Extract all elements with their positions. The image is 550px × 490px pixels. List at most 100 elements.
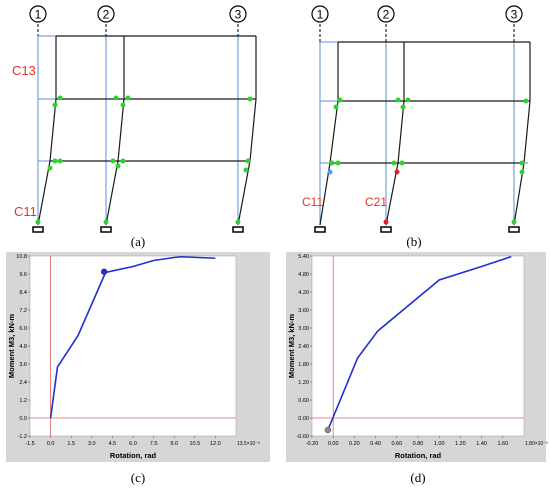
plastic-hinge — [35, 219, 41, 225]
plastic-hinge — [400, 104, 406, 110]
x-tick-label: 6.0 — [129, 441, 137, 447]
x-tick-label: 0.00 — [328, 441, 339, 447]
plastic-hinge — [120, 158, 126, 164]
plastic-hinge — [405, 97, 411, 103]
plastic-hinge — [120, 102, 126, 108]
plastic-hinge — [391, 160, 397, 166]
y-axis-label: Moment M3, kN-m — [7, 314, 16, 379]
x-tick-label: 0.0 — [47, 441, 55, 447]
x-tick-label: 0.60 — [391, 441, 402, 447]
deformed-column — [385, 42, 405, 226]
gridline-bubble — [229, 5, 247, 23]
fixed-support — [508, 226, 520, 233]
caption-d: (d) — [410, 470, 425, 485]
x-tick-label: 12.0 — [210, 441, 221, 447]
y-tick-label: 2.40 — [298, 344, 309, 350]
fixed-support — [380, 226, 392, 233]
x-axis-label: Rotation, rad — [110, 451, 157, 460]
moment-rotation-curve — [49, 255, 216, 419]
y-tick-label: 3.6 — [19, 362, 27, 368]
plastic-hinge — [329, 160, 335, 166]
plastic-hinge-red — [383, 219, 389, 225]
x-tick-label: 7.5 — [150, 441, 158, 447]
plastic-hinge — [57, 158, 63, 164]
y-tick-label: 1.20 — [298, 380, 309, 386]
gridline-bubble — [29, 5, 47, 23]
deformed-column — [513, 42, 531, 226]
series-group — [324, 255, 512, 434]
plastic-hinge — [245, 158, 251, 164]
y-tick-label: 4.8 — [19, 344, 27, 350]
plastic-hinge — [335, 160, 341, 166]
plot-area — [311, 255, 525, 437]
plastic-hinge — [519, 169, 525, 175]
plastic-hinge — [103, 219, 109, 225]
column-label-c13: C13 — [12, 63, 36, 78]
y-tick-label: -1.2 — [18, 434, 27, 440]
chart-panel-d: -0.20 0.00 0.20 0.40 0.60 0.80 1.00 1.20 1.40 1.6… — [286, 252, 548, 485]
plastic-hinge — [235, 219, 241, 225]
x-tick-label: 0.80 — [413, 441, 424, 447]
plastic-hinge — [52, 102, 58, 108]
plastic-hinge — [115, 163, 121, 169]
caption-a: (a) — [131, 234, 145, 249]
moment-rotation-curve — [327, 255, 512, 431]
y-tick-label: 1.2 — [19, 398, 27, 404]
gridline-bubble — [377, 5, 395, 23]
plastic-hinge-red — [394, 169, 400, 175]
plastic-hinge-blue — [327, 169, 333, 175]
gridline-bubble — [97, 5, 115, 23]
plastic-hinge — [333, 104, 339, 110]
current-state-marker — [100, 268, 108, 275]
fixed-support — [232, 226, 244, 233]
plastic-hinge — [399, 160, 405, 166]
y-tick-label: 3.60 — [298, 308, 309, 314]
y-tick-label: 0.60 — [298, 398, 309, 404]
deformed-column — [105, 36, 125, 226]
axes-group — [312, 256, 524, 436]
gridline-bubble — [311, 5, 329, 23]
gridline-label-2: 2 — [103, 8, 110, 22]
y-tick-label: 4.80 — [298, 272, 309, 278]
deformed-column — [237, 36, 257, 226]
x-tick-label: 1.5 — [67, 441, 75, 447]
plastic-hinge — [523, 98, 529, 104]
current-state-marker — [324, 426, 332, 434]
x-axis-label: Rotation, rad — [395, 451, 442, 460]
plastic-hinge — [47, 165, 53, 171]
deformed-column — [319, 42, 339, 226]
frame-panel-b: 1 2 3 — [302, 5, 531, 249]
tick-labels-group: -0.20 0.00 0.20 0.40 0.60 0.80 1.00 1.20 1.40 1.6… — [296, 254, 547, 447]
y-tick-label: 2.4 — [19, 380, 27, 386]
column-label-c11: C11 — [14, 204, 37, 219]
y-tick-label: -0.60 — [296, 434, 309, 440]
plastic-hinge — [110, 158, 116, 164]
gridline-label-3: 3 — [511, 8, 518, 22]
y-tick-label: 0.0 — [19, 416, 27, 422]
x-exponent-label: 1.80×10⁻³ — [525, 441, 548, 447]
x-tick-label: -1.5 — [25, 441, 34, 447]
plastic-hinge — [243, 167, 249, 173]
x-tick-label: 10.5 — [189, 441, 200, 447]
y-tick-label: 10.8 — [16, 254, 27, 260]
x-tick-label: 4.5 — [109, 441, 117, 447]
y-tick-label: 3.00 — [298, 326, 309, 332]
x-tick-label: 1.20 — [455, 441, 466, 447]
x-tick-label: 0.40 — [370, 441, 381, 447]
tick-labels-group: -1.5 0.0 1.5 3.0 4.5 6.0 7.5 9.0 10.5 12.0 13.5×10… — [16, 254, 260, 447]
fixed-support — [314, 226, 326, 233]
gridline-label-1: 1 — [317, 8, 324, 22]
plastic-hinge — [57, 95, 63, 101]
gridline-label-1: 1 — [35, 8, 42, 22]
axes-group — [30, 256, 236, 436]
y-tick-label: 0.00 — [298, 416, 309, 422]
x-exponent-label: 13.5×10⁻³ — [237, 441, 260, 447]
fixed-support — [100, 226, 112, 233]
plot-area — [29, 255, 237, 437]
y-tick-label: 5.40 — [298, 254, 309, 260]
y-tick-label: 1.80 — [298, 362, 309, 368]
plastic-hinge — [511, 219, 517, 225]
chart-panel-c: -1.5 0.0 1.5 3.0 4.5 6.0 7.5 9.0 10.5 12.0 13.5×10… — [6, 252, 270, 485]
gridline-bubble — [505, 5, 523, 23]
column-label-c21: C21 — [365, 195, 387, 209]
